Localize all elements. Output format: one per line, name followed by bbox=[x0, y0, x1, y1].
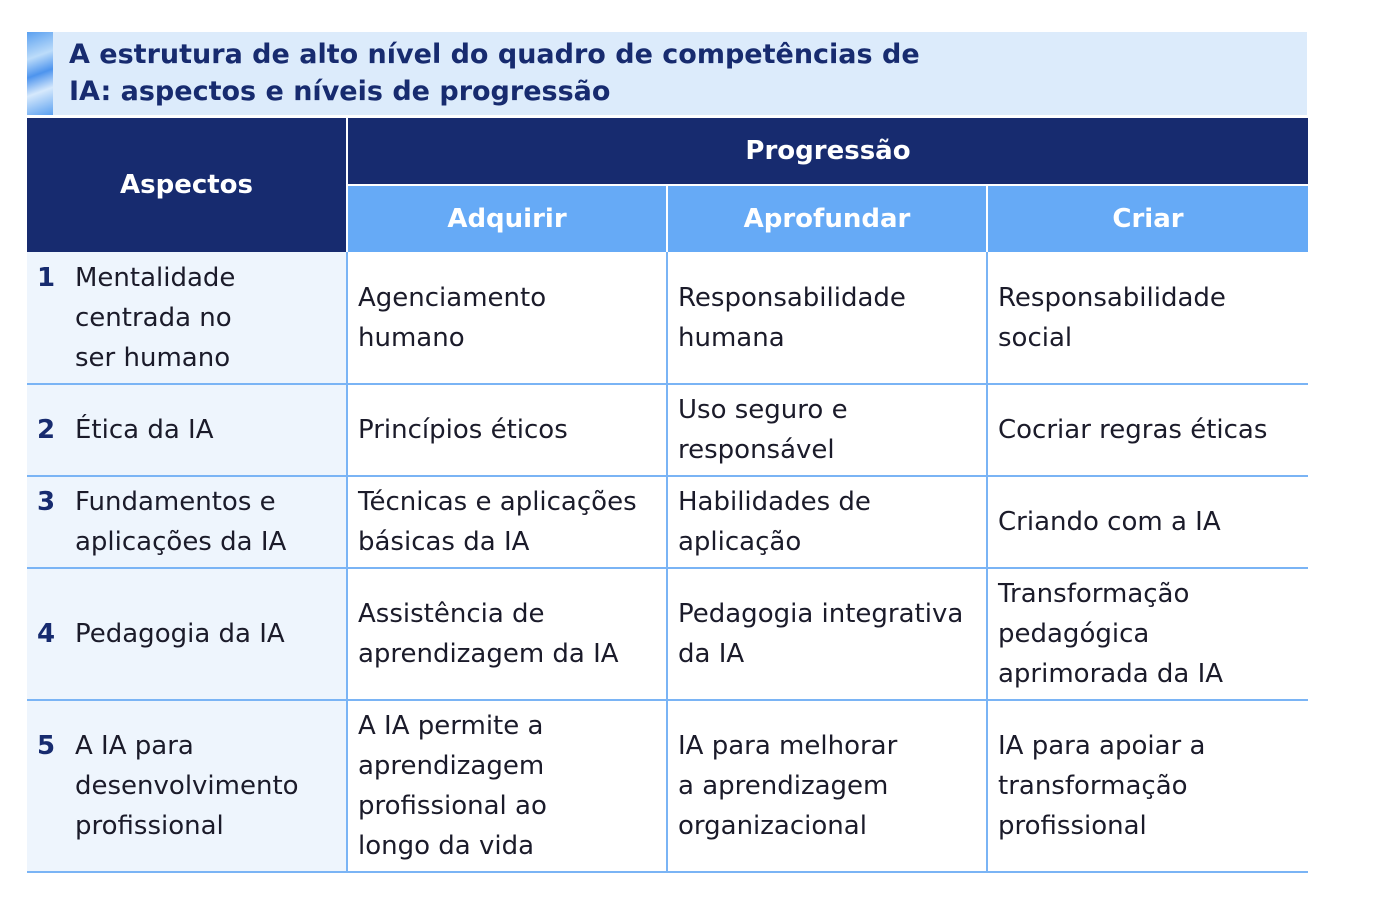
header-aspects: Aspectos bbox=[27, 118, 348, 252]
table-cell: IA para melhorar a aprendizagem organiza… bbox=[667, 700, 988, 873]
table-row: 4 Pedagogia da IA Assistência de aprendiz… bbox=[27, 568, 1308, 701]
header-level-acquire: Adquirir bbox=[347, 184, 668, 252]
page-title: A estrutura de alto nível do quadro de c… bbox=[69, 39, 920, 107]
aspect-label: Ética da IA bbox=[75, 415, 214, 445]
table-cell: Habilidades de aplicação bbox=[667, 476, 988, 569]
header-level-deepen: Aprofundar bbox=[667, 184, 988, 252]
table-row: 2 Ética da IA Princípios éticos Uso segur… bbox=[27, 384, 1308, 477]
table-cell: Agenciamento humano bbox=[347, 252, 668, 385]
aspect-label: A IA para desenvolvimento profissional bbox=[75, 731, 299, 841]
header-level-create: Criar bbox=[987, 184, 1308, 252]
title-banner: A estrutura de alto nível do quadro de c… bbox=[27, 32, 1307, 115]
table-cell: Uso seguro e responsável bbox=[667, 384, 988, 477]
aspect-label: Pedagogia da IA bbox=[75, 619, 285, 649]
competency-table: Aspectos Progressão Adquirir Aprofundar … bbox=[27, 118, 1308, 873]
aspect-cell: 4 Pedagogia da IA bbox=[27, 568, 348, 701]
table-cell: Transformação pedagógica aprimorada da I… bbox=[987, 568, 1308, 701]
aspect-cell: 1 Mentalidade centrada no ser humano bbox=[27, 252, 348, 385]
table-cell: Princípios éticos bbox=[347, 384, 668, 477]
table-cell: Técnicas e aplicações básicas da IA bbox=[347, 476, 668, 569]
aspect-cell: 2 Ética da IA bbox=[27, 384, 348, 477]
row-number: 4 bbox=[37, 619, 56, 649]
table-cell: A IA permite a aprendizagem profissional… bbox=[347, 700, 668, 873]
aspect-label: Mentalidade centrada no ser humano bbox=[75, 262, 236, 373]
aspect-cell: 3 Fundamentos e aplicações da IA bbox=[27, 476, 348, 569]
table-cell: Responsabilidade social bbox=[987, 252, 1308, 385]
aspect-cell: 5 A IA para desenvolvimento profissional bbox=[27, 700, 348, 873]
row-number: 3 bbox=[37, 487, 56, 517]
aspect-label: Fundamentos e aplicações da IA bbox=[75, 487, 287, 557]
header-progression: Progressão bbox=[347, 118, 1308, 185]
table-cell: Pedagogia integrativa da IA bbox=[667, 568, 988, 701]
row-number: 5 bbox=[37, 731, 56, 761]
table-cell: Cocriar regras éticas bbox=[987, 384, 1308, 477]
table-cell: Criando com a IA bbox=[987, 476, 1308, 569]
decorative-stripe-icon bbox=[27, 32, 53, 115]
table-cell: IA para apoiar a transformação profissio… bbox=[987, 700, 1308, 873]
table-row: 3 Fundamentos e aplicações da IA Técnicas… bbox=[27, 476, 1308, 569]
table-cell: Assistência de aprendizagem da IA bbox=[347, 568, 668, 701]
row-number: 2 bbox=[37, 415, 56, 445]
row-number: 1 bbox=[37, 262, 56, 293]
table-row: 1 Mentalidade centrada no ser humano Agen… bbox=[27, 252, 1308, 385]
table-cell: Responsabilidade humana bbox=[667, 252, 988, 385]
